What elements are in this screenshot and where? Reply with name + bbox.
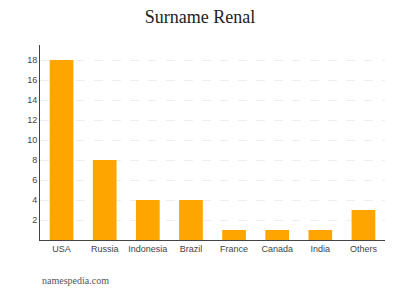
svg-text:Indonesia: Indonesia	[128, 244, 167, 254]
svg-text:2: 2	[32, 215, 37, 225]
svg-text:Russia: Russia	[91, 244, 119, 254]
svg-text:18: 18	[27, 55, 37, 65]
svg-text:Brazil: Brazil	[180, 244, 203, 254]
svg-text:namespedia.com: namespedia.com	[42, 275, 109, 286]
svg-text:8: 8	[32, 155, 37, 165]
svg-text:12: 12	[27, 115, 37, 125]
svg-text:USA: USA	[52, 244, 71, 254]
svg-text:Others: Others	[350, 244, 378, 254]
svg-text:16: 16	[27, 75, 37, 85]
svg-text:10: 10	[27, 135, 37, 145]
svg-text:India: India	[311, 244, 331, 254]
svg-text:6: 6	[32, 175, 37, 185]
svg-text:Canada: Canada	[261, 244, 293, 254]
svg-text:Surname Renal: Surname Renal	[145, 7, 255, 27]
svg-text:France: France	[220, 244, 248, 254]
svg-text:4: 4	[32, 195, 37, 205]
svg-text:14: 14	[27, 95, 37, 105]
